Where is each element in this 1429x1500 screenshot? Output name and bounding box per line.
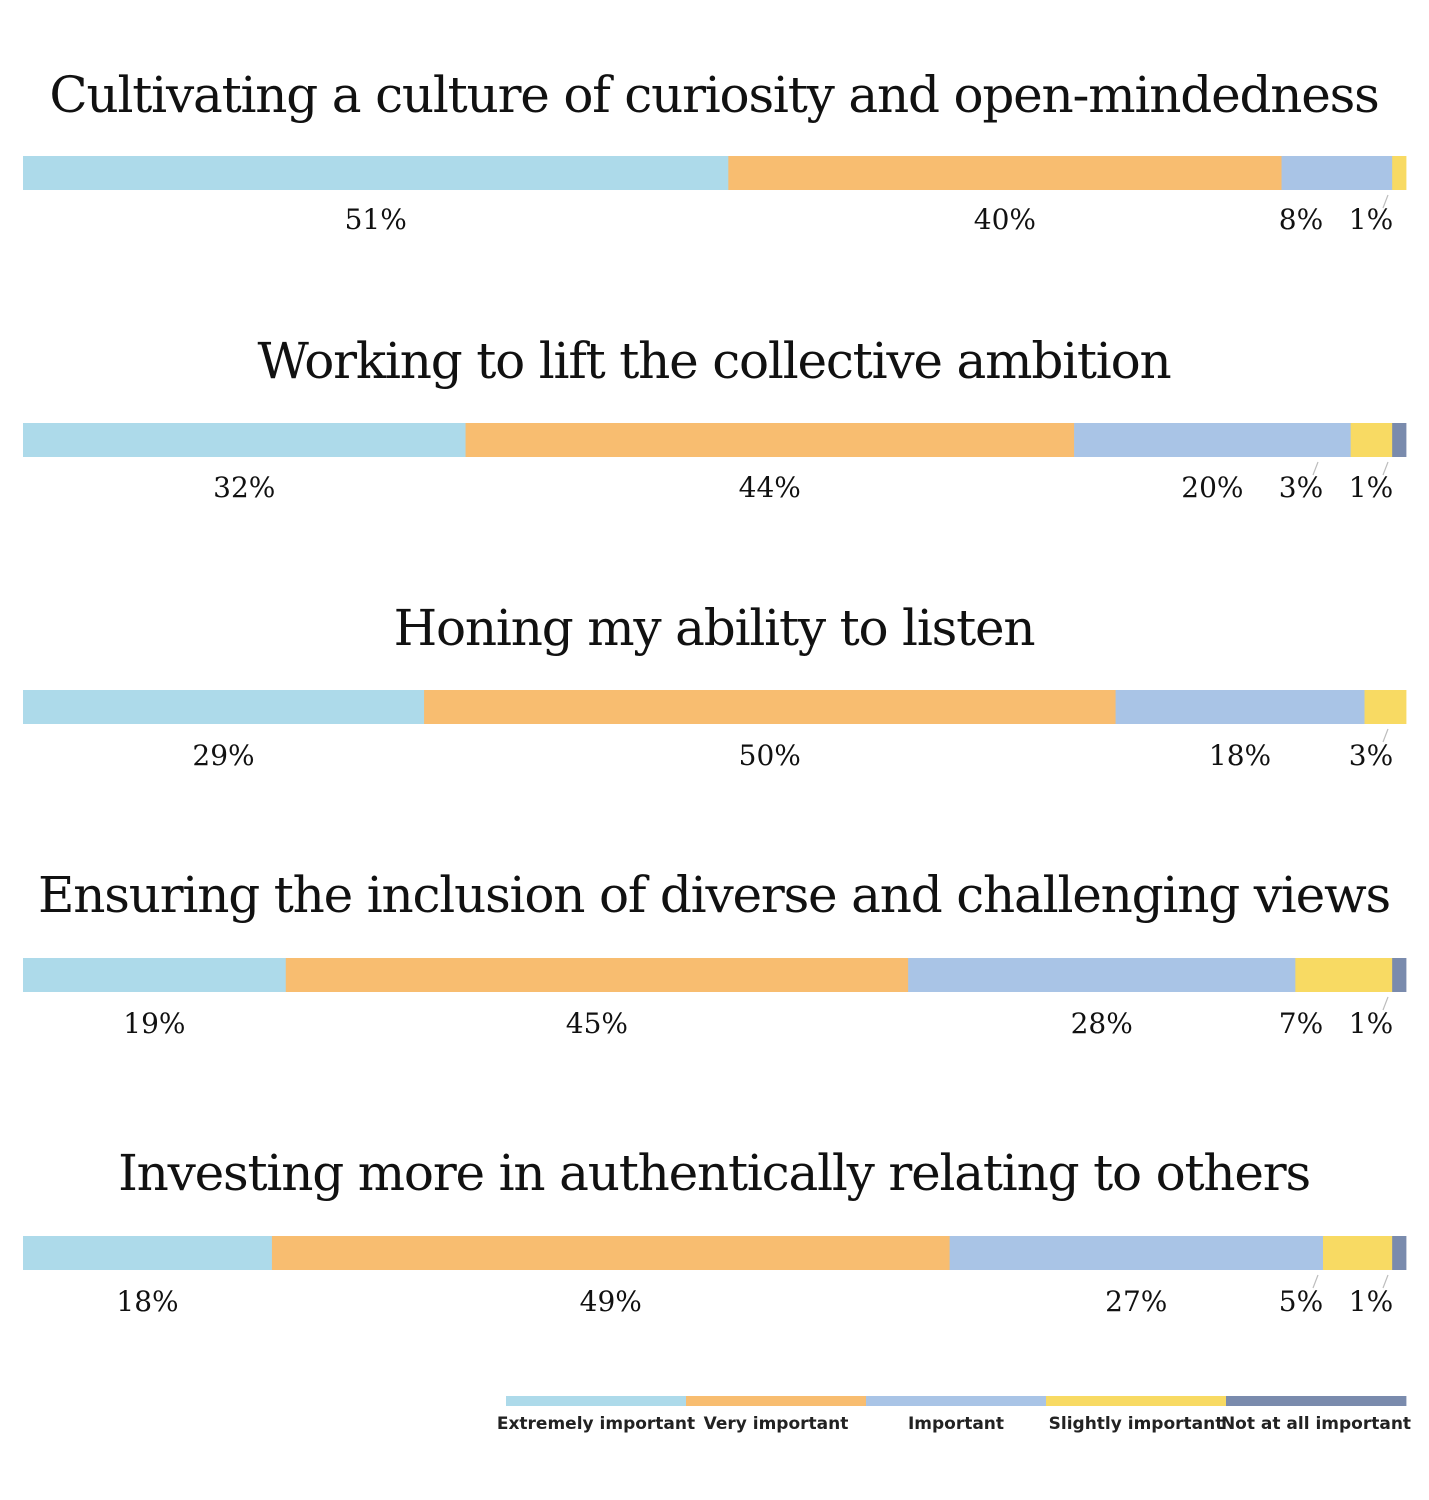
value-label: 8% bbox=[1279, 203, 1323, 236]
value-label: 1% bbox=[1349, 1007, 1393, 1040]
legend-swatch bbox=[686, 1396, 867, 1406]
value-label: 40% bbox=[974, 203, 1036, 236]
bar-segment bbox=[1392, 1236, 1407, 1270]
bar-segment bbox=[1295, 958, 1393, 992]
leader-line bbox=[1382, 461, 1389, 476]
group-title: Honing my ability to listen bbox=[394, 599, 1035, 657]
group-title: Working to lift the collective ambition bbox=[257, 332, 1170, 390]
bar-segment bbox=[1364, 690, 1407, 724]
bar-segment bbox=[1281, 156, 1393, 190]
bar-segment bbox=[285, 958, 909, 992]
legend-label: Extremely important bbox=[497, 1414, 695, 1434]
bar-segment bbox=[728, 156, 1282, 190]
legend-label: Very important bbox=[704, 1414, 849, 1434]
leader-line bbox=[1312, 461, 1319, 476]
bar-segment bbox=[1392, 156, 1407, 190]
bar-group: Honing my ability to listen 29% 50% 18% 3% bbox=[23, 599, 1407, 772]
value-label: 18% bbox=[116, 1285, 178, 1318]
value-label: 44% bbox=[739, 471, 801, 504]
bar-segment bbox=[23, 1236, 273, 1270]
legend-swatch bbox=[866, 1396, 1047, 1406]
bar-segment bbox=[23, 156, 729, 190]
value-label: 20% bbox=[1181, 471, 1243, 504]
bar-segment bbox=[23, 958, 287, 992]
legend-swatch bbox=[1226, 1396, 1407, 1406]
value-label: 50% bbox=[739, 739, 801, 772]
bar-group: Cultivating a culture of curiosity and o… bbox=[23, 66, 1407, 236]
bar-segment bbox=[424, 690, 1116, 724]
legend: Extremely important Very important Importa… bbox=[497, 1396, 1411, 1434]
leader-line bbox=[1382, 194, 1389, 209]
bar-group: Working to lift the collective ambition 3… bbox=[23, 332, 1407, 504]
value-label: 51% bbox=[345, 203, 407, 236]
bar-group: Investing more in authentically relating… bbox=[23, 1144, 1407, 1318]
bar-segment bbox=[1323, 1236, 1393, 1270]
leader-line bbox=[1382, 996, 1389, 1011]
group-title: Cultivating a culture of curiosity and o… bbox=[49, 66, 1378, 124]
value-label: 1% bbox=[1349, 471, 1393, 504]
bar-segment bbox=[949, 1236, 1324, 1270]
value-label: 3% bbox=[1349, 739, 1393, 772]
bar-segment bbox=[908, 958, 1296, 992]
value-label: 32% bbox=[213, 471, 275, 504]
bar-segment bbox=[23, 690, 425, 724]
value-label: 29% bbox=[192, 739, 254, 772]
value-label: 18% bbox=[1209, 739, 1271, 772]
bar-segment bbox=[23, 423, 466, 457]
group-title: Investing more in authentically relating… bbox=[118, 1144, 1310, 1202]
value-label: 5% bbox=[1279, 1285, 1323, 1318]
legend-swatch bbox=[1046, 1396, 1227, 1406]
value-label: 3% bbox=[1279, 471, 1323, 504]
bar-segment bbox=[1115, 690, 1365, 724]
bar-segment bbox=[271, 1236, 951, 1270]
legend-label: Slightly important bbox=[1049, 1414, 1224, 1434]
value-label: 49% bbox=[580, 1285, 642, 1318]
bar-segment bbox=[1350, 423, 1393, 457]
value-label: 27% bbox=[1105, 1285, 1167, 1318]
value-label: 1% bbox=[1349, 1285, 1393, 1318]
leader-line bbox=[1382, 728, 1389, 743]
bar-group: Ensuring the inclusion of diverse and ch… bbox=[23, 866, 1407, 1040]
value-label: 28% bbox=[1071, 1007, 1133, 1040]
bar-segment bbox=[1074, 423, 1352, 457]
value-label: 7% bbox=[1279, 1007, 1323, 1040]
leader-line bbox=[1312, 1274, 1319, 1289]
bar-segment bbox=[1392, 423, 1407, 457]
value-label: 45% bbox=[566, 1007, 628, 1040]
value-label: 1% bbox=[1349, 203, 1393, 236]
legend-swatch bbox=[506, 1396, 687, 1406]
legend-label: Important bbox=[908, 1414, 1004, 1434]
legend-label: Not at all important bbox=[1221, 1414, 1411, 1434]
leader-line bbox=[1382, 1274, 1389, 1289]
bar-segment bbox=[1392, 958, 1407, 992]
value-label: 19% bbox=[123, 1007, 185, 1040]
group-title: Ensuring the inclusion of diverse and ch… bbox=[38, 866, 1390, 924]
bar-segment bbox=[465, 423, 1075, 457]
